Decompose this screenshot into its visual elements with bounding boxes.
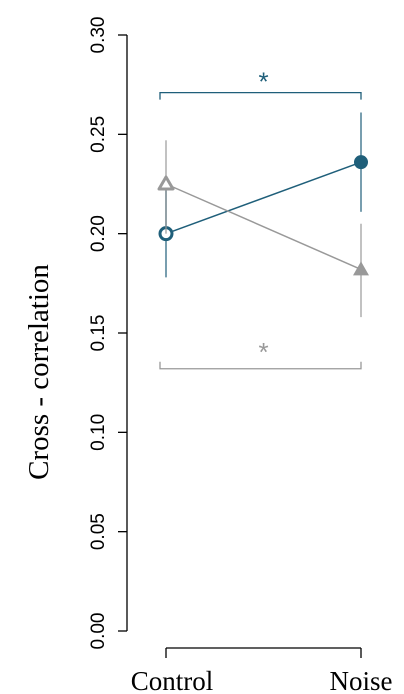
x-tick-label: Noise [330, 666, 393, 694]
y-tick-label: 0.20 [88, 215, 109, 252]
y-tick-label: 0.05 [88, 513, 109, 550]
y-tick-label: 0.15 [88, 315, 109, 352]
data-point [157, 175, 175, 191]
significance-brackets: ** [159, 67, 362, 370]
y-tick-label: 0.10 [88, 414, 109, 451]
x-axis: Control Noise [131, 647, 393, 694]
y-tick-label: 0.25 [88, 116, 109, 153]
y-axis: 0.00 0.05 0.10 0.15 0.20 0.25 0.30 [88, 17, 128, 650]
series-layer [157, 112, 369, 318]
significance-bracket [159, 361, 362, 370]
series-2 [157, 140, 369, 318]
data-point [353, 261, 369, 276]
significance-bracket [159, 91, 362, 100]
series-line [165, 161, 362, 235]
x-tick-label: Control [131, 666, 214, 694]
y-axis-title: Cross - correlation [23, 264, 55, 480]
series-line [165, 183, 362, 271]
significance-star: * [258, 337, 268, 367]
y-tick-label: 0.30 [88, 17, 109, 54]
y-tick-label: 0.00 [88, 613, 109, 650]
significance-star: * [258, 67, 268, 97]
data-point [354, 155, 368, 170]
